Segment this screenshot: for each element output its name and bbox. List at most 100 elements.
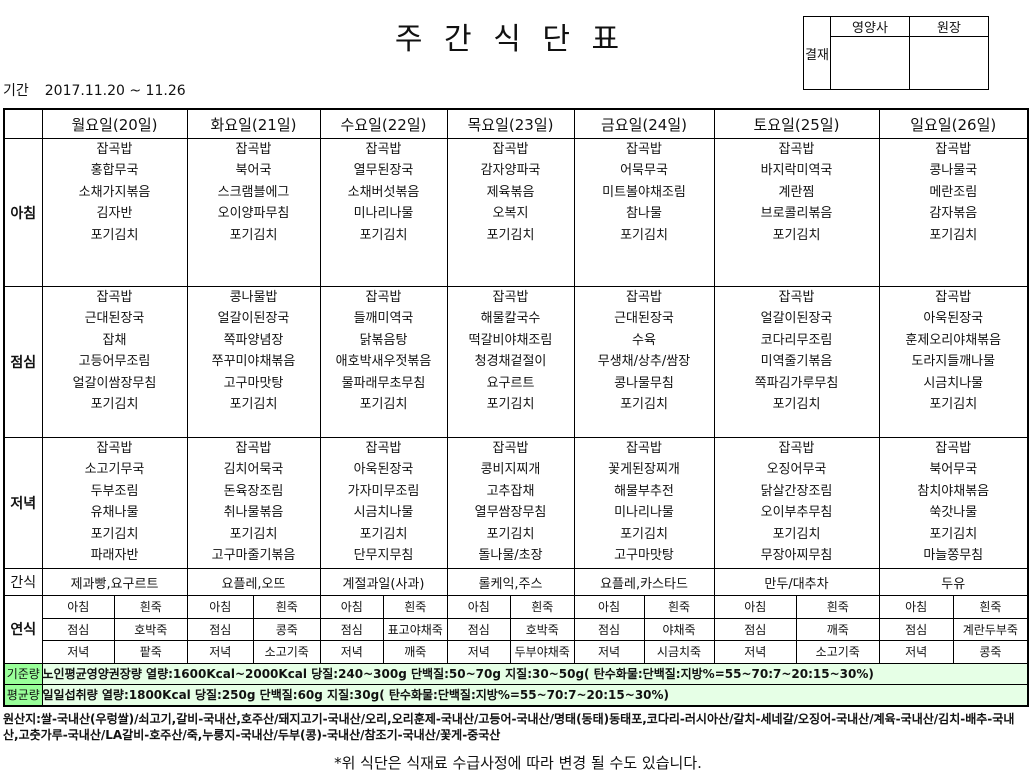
menu-item: 바지락미역국	[760, 163, 833, 179]
menu-item: 두부조림	[90, 483, 139, 499]
menu-item: 어묵무국	[620, 163, 668, 179]
soft-menu: 콩죽	[952, 640, 1027, 663]
menu-cell: 잡곡밥 소고기무국 두부조림 유채나물 포기김치 파래자반	[41, 437, 188, 569]
menu-item: 미나리나물	[614, 505, 674, 521]
menu-item: 코다리무조림	[760, 332, 833, 348]
day-header: 일요일(26일)	[878, 108, 1029, 139]
menu-item: 포기김치	[772, 396, 821, 412]
soft-cell: 아침 흰죽 점심 콩죽 저녁 소고기죽	[186, 595, 321, 664]
menu-item: 잡채	[102, 332, 127, 348]
soft-cell: 아침 흰죽 점심 표고야채죽 저녁 깨죽	[319, 595, 448, 664]
nutrition-text: 일일섭취량 열량:1800Kcal 당질:250g 단백질:60g 지질:30g…	[41, 683, 1029, 706]
soft-line: 저녁 두부야채죽	[448, 640, 573, 663]
period-label: 기간	[3, 83, 29, 99]
soft-table: 아침 흰죽 점심 야채죽 저녁 시금치죽	[575, 596, 713, 663]
menu-item: 고구마맛탕	[223, 375, 284, 391]
menu-item: 메란조림	[929, 184, 978, 200]
menu-cell: 잡곡밥 꽃게된장찌개 해물부추전 미나리나물 포기김치 고구마맛탕	[573, 437, 715, 569]
menu-item: 소고기무국	[84, 462, 145, 478]
day-header: 수요일(22일)	[319, 108, 448, 139]
menu-cell: 잡곡밥 홍합무국 소채가지볶음 김자반 포기김치	[41, 138, 188, 287]
menu-item: 포기김치	[359, 396, 408, 412]
menu-item: 감자양파국	[480, 163, 541, 179]
soft-cell: 아침 흰죽 점심 호박죽 저녁 팥죽	[41, 595, 188, 664]
menu-item: 취나물볶음	[223, 505, 284, 521]
menu-item: 고등어무조림	[78, 354, 151, 370]
soft-table: 아침 흰죽 점심 계란두부죽 저녁 콩죽	[880, 596, 1027, 663]
soft-line: 저녁 시금치죽	[575, 640, 713, 663]
soft-meal: 점심	[448, 617, 511, 641]
menu-item: 포기김치	[229, 396, 278, 412]
menu-item: 고구마줄기볶음	[211, 547, 296, 563]
menu-cell: 잡곡밥 아욱된장국 가자미무조림 시금치나물 포기김치 단무지무침	[319, 437, 448, 569]
menu-item: 떡갈비야채조림	[468, 332, 553, 348]
soft-meal: 저녁	[880, 640, 954, 663]
soft-menu: 야채죽	[643, 617, 713, 641]
soft-cell: 아침 흰죽 점심 계란두부죽 저녁 콩죽	[878, 595, 1029, 664]
menu-cell: 잡곡밥 열무된장국 소채버섯볶음 미나리나물 포기김치	[319, 138, 448, 287]
menu-item: 얼갈이된장국	[217, 311, 290, 327]
menu-item: 고추잡채	[486, 483, 535, 499]
menu-item: 잡곡밥	[235, 142, 272, 157]
soft-meal: 아침	[43, 596, 115, 619]
menu-item: 얼갈이된장국	[760, 311, 833, 327]
soft-menu: 콩죽	[253, 617, 319, 641]
menu-item: 포기김치	[229, 227, 278, 243]
menu-item: 포기김치	[929, 396, 978, 412]
menu-item: 요구르트	[486, 375, 535, 391]
menu-item: 잡곡밥	[96, 142, 133, 157]
menu-item: 쪽파김가루무침	[754, 375, 839, 391]
menu-item: 쪽파양념장	[223, 332, 284, 348]
menu-item: 포기김치	[929, 227, 978, 243]
meal-label: 저녁	[3, 437, 43, 569]
menu-item: 잡곡밥	[778, 142, 815, 157]
soft-meal: 점심	[575, 617, 645, 641]
sign-cell	[830, 36, 910, 90]
soft-line: 저녁 소고기죽	[715, 640, 878, 663]
menu-item: 잡곡밥	[778, 290, 815, 305]
menu-item: 포기김치	[486, 526, 535, 542]
menu-item: 포기김치	[772, 227, 821, 243]
soft-menu: 계란두부죽	[952, 617, 1027, 641]
menu-item: 포기김치	[486, 227, 535, 243]
snack-item: 요플레,카스타드	[573, 568, 715, 596]
header-row: 월요일(20일) 화요일(21일) 수요일(22일) 목요일(23일) 금요일(24일)…	[3, 108, 1029, 139]
menu-item: 포기김치	[359, 526, 408, 542]
snack-label: 간식	[3, 568, 43, 596]
meal-row: 점심 잡곡밥 근대된장국 잡채 고등어무조림 얼갈이쌈장무침 포기김치 콩나물밥 얼갈이된장국 쪽…	[3, 286, 1029, 438]
soft-meal: 아침	[575, 596, 645, 619]
menu-item: 북어국	[235, 163, 272, 179]
soft-meal: 저녁	[321, 640, 384, 663]
menu-item: 잡곡밥	[365, 290, 402, 305]
soft-line: 점심 콩죽	[188, 617, 319, 641]
menu-item: 물파래무초무침	[341, 375, 426, 391]
menu-item: 시금치나물	[923, 375, 984, 391]
soft-menu: 흰죽	[643, 596, 713, 619]
soft-menu: 흰죽	[796, 596, 878, 619]
meal-label: 아침	[3, 138, 43, 287]
menu-item: 훈제오리야채볶음	[905, 332, 1002, 348]
soft-line: 아침 흰죽	[188, 596, 319, 619]
menu-item: 잡곡밥	[626, 441, 662, 456]
soft-cell: 아침 흰죽 점심 깨죽 저녁 소고기죽	[713, 595, 880, 664]
menu-item: 포기김치	[90, 396, 139, 412]
soft-line: 아침 흰죽	[880, 596, 1027, 619]
soft-meal: 아침	[880, 596, 954, 619]
menu-cell: 잡곡밥 콩나물국 메란조림 감자볶음 포기김치	[878, 138, 1029, 287]
day-header: 토요일(25일)	[713, 108, 880, 139]
menu-cell: 잡곡밥 근대된장국 잡채 고등어무조림 얼갈이쌈장무침 포기김치	[41, 286, 188, 438]
menu-item: 포기김치	[229, 526, 278, 542]
menu-item: 쭈꾸미야채볶음	[211, 354, 296, 370]
soft-line: 저녁 콩죽	[880, 640, 1027, 663]
soft-cell: 아침 흰죽 점심 야채죽 저녁 시금치죽	[573, 595, 715, 664]
menu-item: 오이양파무침	[217, 206, 290, 222]
menu-item: 미나리나물	[353, 206, 414, 222]
meal-row: 저녁 잡곡밥 소고기무국 두부조림 유채나물 포기김치 파래자반 잡곡밥 김치어묵국 돈육장조림 취…	[3, 437, 1029, 569]
menu-item: 꽃게된장찌개	[608, 462, 680, 478]
day-header: 목요일(23일)	[446, 108, 575, 139]
menu-item: 해물부추전	[614, 483, 674, 499]
soft-line: 점심 계란두부죽	[880, 617, 1027, 641]
menu-cell: 잡곡밥 감자양파국 제육볶음 오복지 포기김치	[446, 138, 575, 287]
